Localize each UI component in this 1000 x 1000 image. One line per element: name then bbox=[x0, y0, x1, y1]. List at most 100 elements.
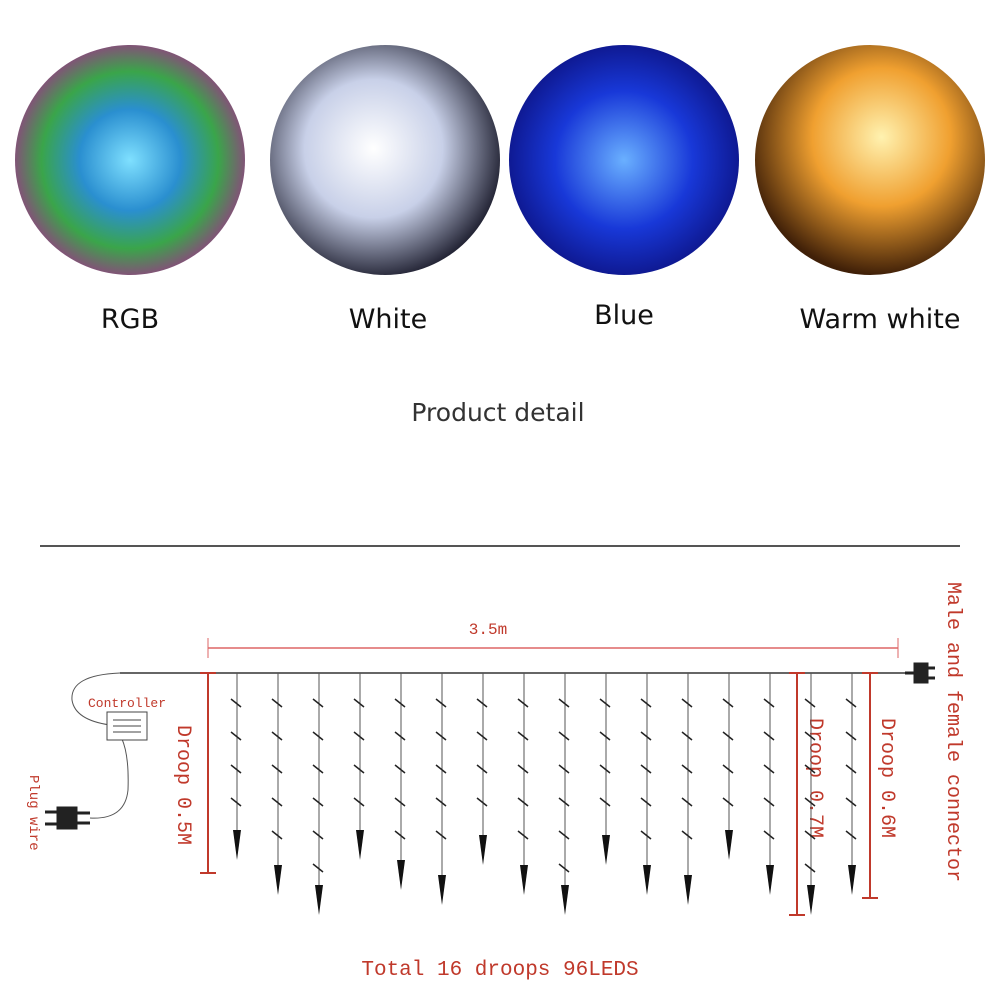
icicle bbox=[643, 865, 651, 895]
led bbox=[804, 830, 816, 840]
icicle bbox=[561, 885, 569, 915]
led bbox=[312, 764, 324, 774]
led bbox=[517, 731, 529, 741]
led bbox=[558, 698, 570, 708]
led bbox=[599, 698, 611, 708]
icicle bbox=[397, 860, 405, 890]
led bbox=[394, 764, 406, 774]
droop-measure bbox=[789, 672, 805, 916]
droop-label: Droop 0.7M bbox=[803, 718, 826, 838]
icicle bbox=[848, 865, 856, 895]
led bbox=[804, 863, 816, 873]
icicle bbox=[725, 830, 733, 860]
led bbox=[353, 797, 365, 807]
led bbox=[353, 731, 365, 741]
led bbox=[271, 830, 283, 840]
led bbox=[517, 830, 529, 840]
led bbox=[558, 863, 570, 873]
led bbox=[681, 731, 693, 741]
controller-icon bbox=[113, 719, 141, 733]
led bbox=[394, 797, 406, 807]
led bbox=[230, 764, 242, 774]
icicle bbox=[807, 885, 815, 915]
led bbox=[681, 764, 693, 774]
led bbox=[476, 764, 488, 774]
led bbox=[435, 830, 447, 840]
led bbox=[435, 764, 447, 774]
led bbox=[763, 830, 775, 840]
led bbox=[763, 698, 775, 708]
icicle bbox=[315, 885, 323, 915]
led bbox=[845, 830, 857, 840]
led bbox=[763, 764, 775, 774]
connector-icon bbox=[905, 662, 935, 684]
led bbox=[435, 731, 447, 741]
led bbox=[394, 731, 406, 741]
led bbox=[517, 797, 529, 807]
led bbox=[804, 797, 816, 807]
led bbox=[312, 830, 324, 840]
led bbox=[435, 797, 447, 807]
led bbox=[353, 698, 365, 708]
controller-label: Controller bbox=[88, 696, 166, 711]
led bbox=[845, 731, 857, 741]
led bbox=[558, 830, 570, 840]
led bbox=[763, 797, 775, 807]
plug-icon bbox=[45, 806, 90, 830]
led bbox=[845, 698, 857, 708]
led bbox=[271, 797, 283, 807]
icicle bbox=[356, 830, 364, 860]
led bbox=[599, 797, 611, 807]
led bbox=[230, 698, 242, 708]
icicle bbox=[438, 875, 446, 905]
led bbox=[804, 731, 816, 741]
led bbox=[476, 797, 488, 807]
led bbox=[640, 698, 652, 708]
led bbox=[681, 698, 693, 708]
led bbox=[312, 731, 324, 741]
led bbox=[271, 764, 283, 774]
controller-wire bbox=[71, 672, 129, 819]
led bbox=[804, 764, 816, 774]
led bbox=[517, 764, 529, 774]
icicle bbox=[766, 865, 774, 895]
icicle bbox=[684, 875, 692, 905]
diagram: 3.5m Controller Plug wire Droop 0.5M Dro… bbox=[25, 582, 964, 982]
led bbox=[394, 698, 406, 708]
variant-label: Blue bbox=[594, 300, 654, 331]
led bbox=[476, 731, 488, 741]
rgb-photo bbox=[15, 45, 245, 275]
led bbox=[722, 797, 734, 807]
led bbox=[722, 764, 734, 774]
led bbox=[681, 830, 693, 840]
led bbox=[312, 797, 324, 807]
led bbox=[640, 830, 652, 840]
led bbox=[599, 764, 611, 774]
droop-label: Droop 0.6M bbox=[875, 718, 898, 838]
connector-label: Male and female connector bbox=[941, 582, 964, 882]
led bbox=[312, 863, 324, 873]
droop-label: Droop 0.5M bbox=[171, 725, 194, 845]
led bbox=[599, 731, 611, 741]
plug-label: Plug wire bbox=[25, 775, 41, 851]
led bbox=[476, 698, 488, 708]
icicle bbox=[520, 865, 528, 895]
led bbox=[271, 698, 283, 708]
led bbox=[558, 797, 570, 807]
variant-label: White bbox=[349, 304, 428, 335]
blue-photo bbox=[509, 45, 739, 275]
led bbox=[640, 764, 652, 774]
icicle bbox=[479, 835, 487, 865]
icicle bbox=[602, 835, 610, 865]
led bbox=[722, 731, 734, 741]
total-label: Total 16 droops 96LEDS bbox=[361, 959, 638, 982]
led bbox=[804, 698, 816, 708]
led bbox=[435, 698, 447, 708]
led bbox=[763, 731, 775, 741]
section-title: Product detail bbox=[411, 398, 584, 427]
led bbox=[312, 698, 324, 708]
led bbox=[230, 797, 242, 807]
led bbox=[640, 797, 652, 807]
led bbox=[722, 698, 734, 708]
